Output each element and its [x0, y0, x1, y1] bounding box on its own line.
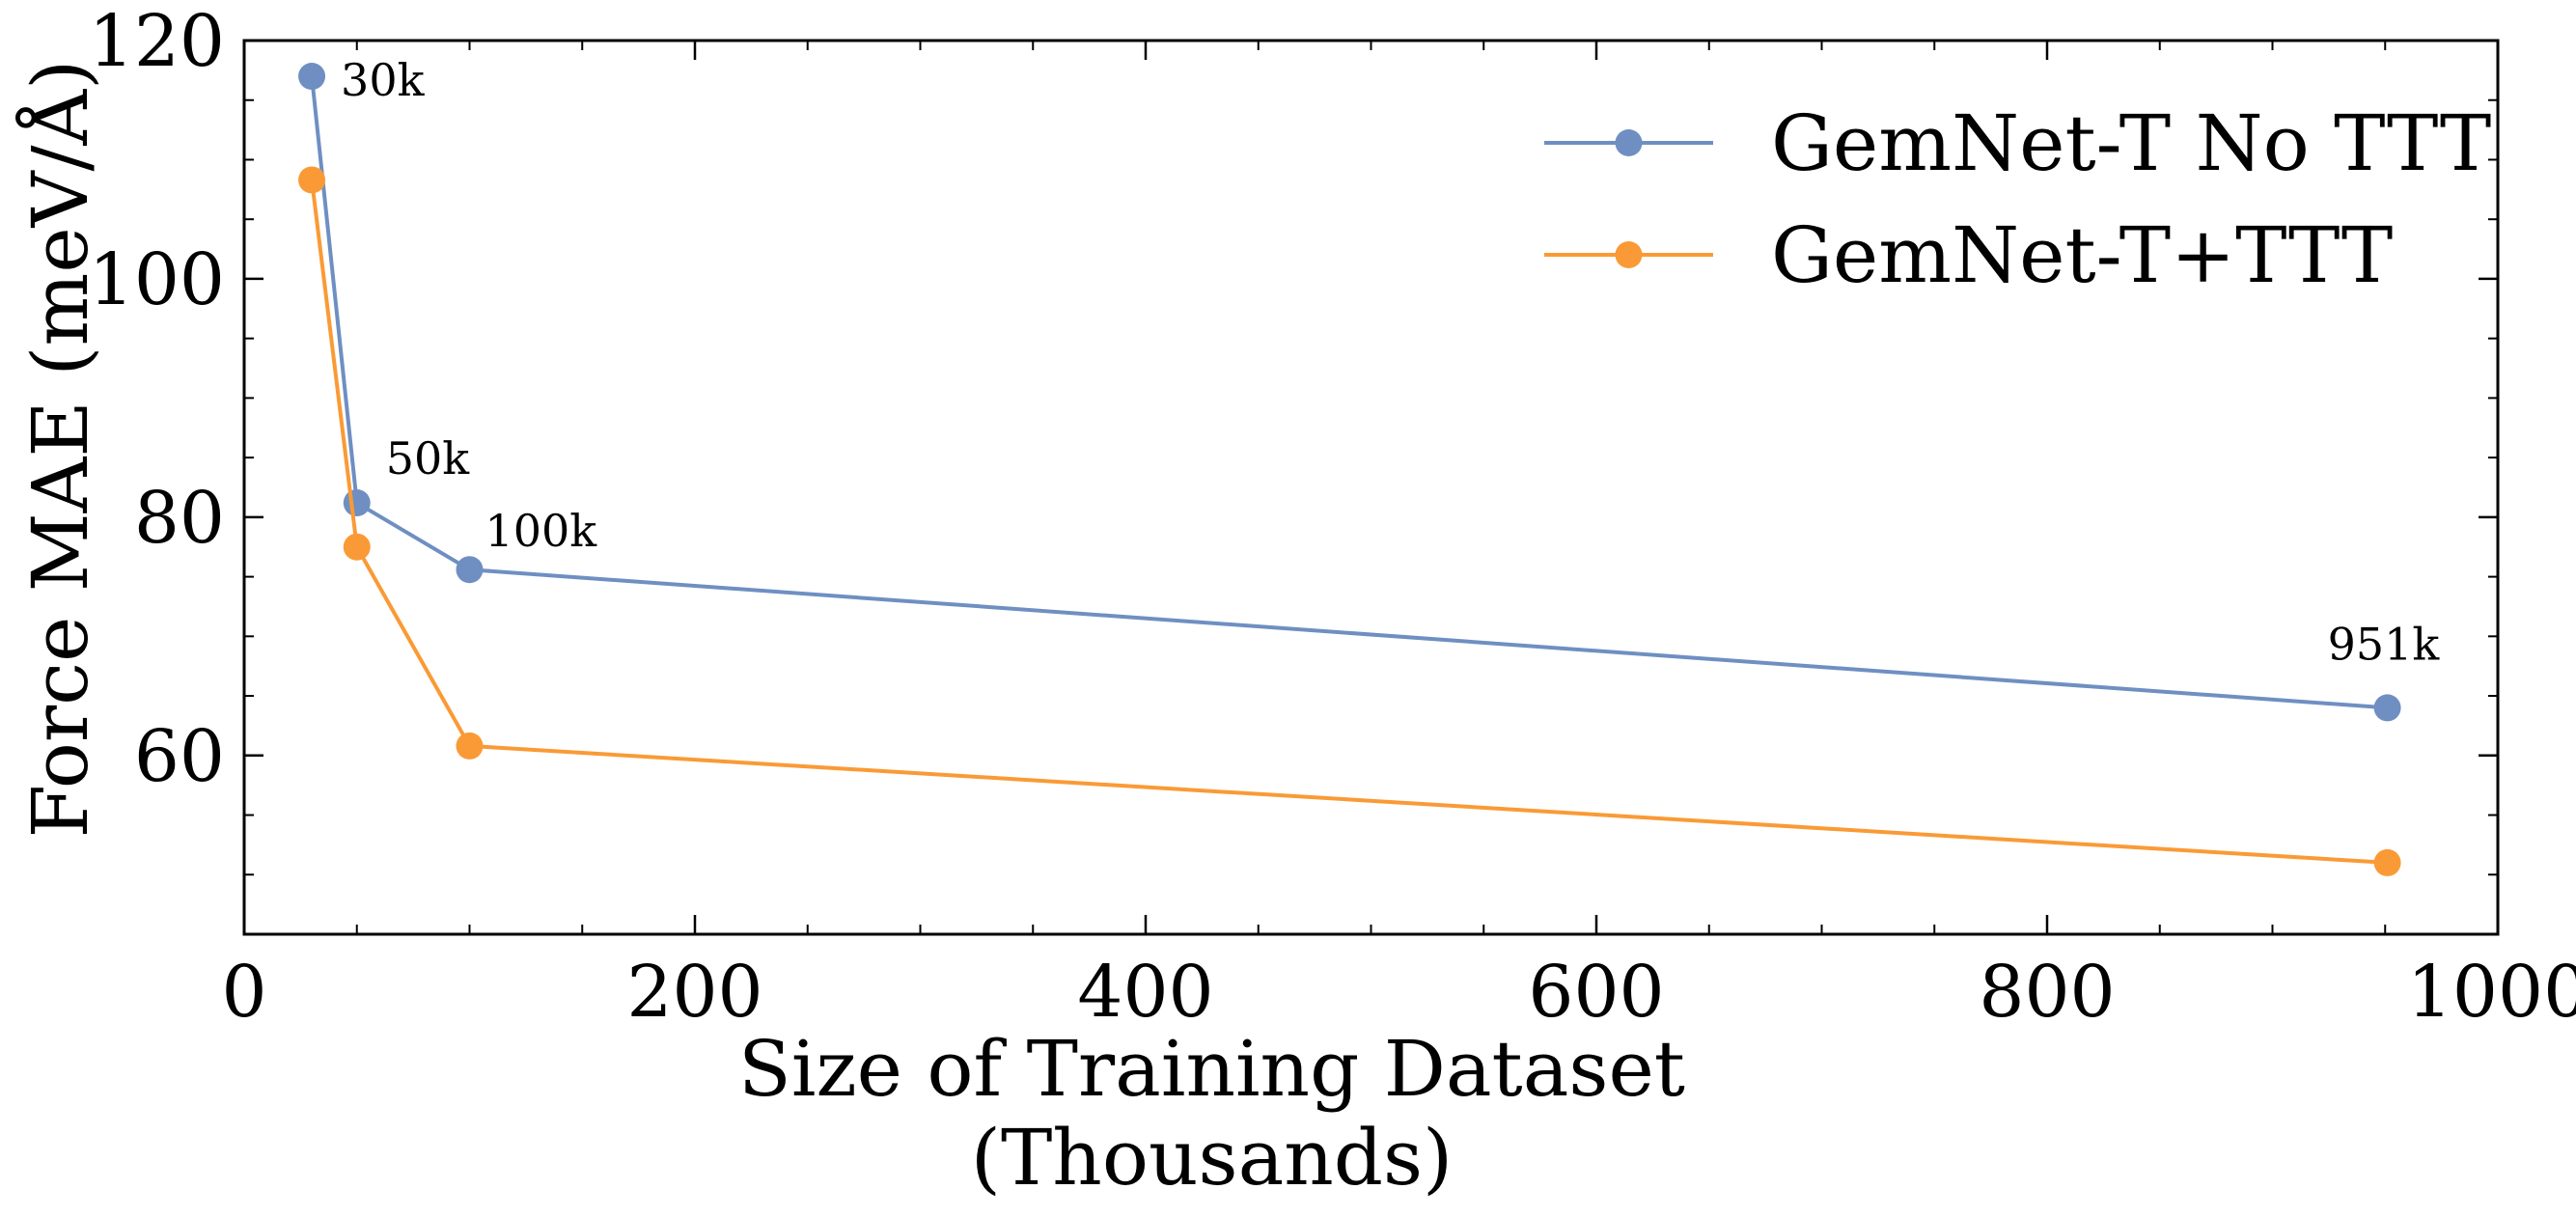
point-label: 951k: [2328, 618, 2441, 670]
series-line-1: [310, 75, 2388, 710]
legend-label: GemNet-T No TTT: [1771, 98, 2491, 188]
y-tick-label: 80: [134, 477, 225, 560]
x-tick-label: 1000: [2407, 951, 2576, 1034]
series-layer: [298, 63, 2401, 876]
data-point: [2373, 694, 2401, 722]
data-point: [343, 533, 371, 561]
series-line-2: [310, 180, 2388, 865]
plot-frame: [242, 39, 2500, 936]
tick-labels: 0 200 400 600 800 1000 60 80 100 120: [89, 0, 2576, 1034]
y-axis-title: Force MAE (meV/Å): [14, 60, 105, 839]
data-point: [456, 556, 484, 584]
point-labels: 30k 50k 100k 951k: [341, 54, 2440, 670]
point-label: 100k: [485, 505, 598, 557]
y-tick-label: 120: [89, 0, 225, 83]
legend-marker: [1615, 129, 1643, 156]
legend-label: GemNet-T+TTT: [1771, 210, 2393, 300]
x-tick-label: 800: [1979, 951, 2115, 1034]
data-point: [298, 63, 326, 91]
x-tick-label: 400: [1077, 951, 1213, 1034]
point-label: 50k: [386, 432, 471, 484]
x-tick-label: 600: [1528, 951, 1664, 1034]
legend-marker: [1615, 241, 1643, 268]
legend: GemNet-T No TTT GemNet-T+TTT: [1544, 98, 2491, 300]
minor-ticks: [244, 41, 2498, 935]
data-point: [456, 732, 484, 760]
y-tick-label: 100: [89, 238, 225, 321]
point-label: 30k: [341, 54, 426, 106]
y-tick-label: 60: [134, 715, 225, 798]
data-point: [343, 489, 371, 517]
data-point: [2373, 848, 2401, 876]
x-axis-title-line2: (Thousands): [971, 1113, 1454, 1203]
x-tick-label: 200: [626, 951, 762, 1034]
x-axis-title: Size of Training Dataset: [738, 1024, 1685, 1114]
data-point: [298, 166, 326, 194]
x-tick-label: 0: [221, 951, 266, 1034]
